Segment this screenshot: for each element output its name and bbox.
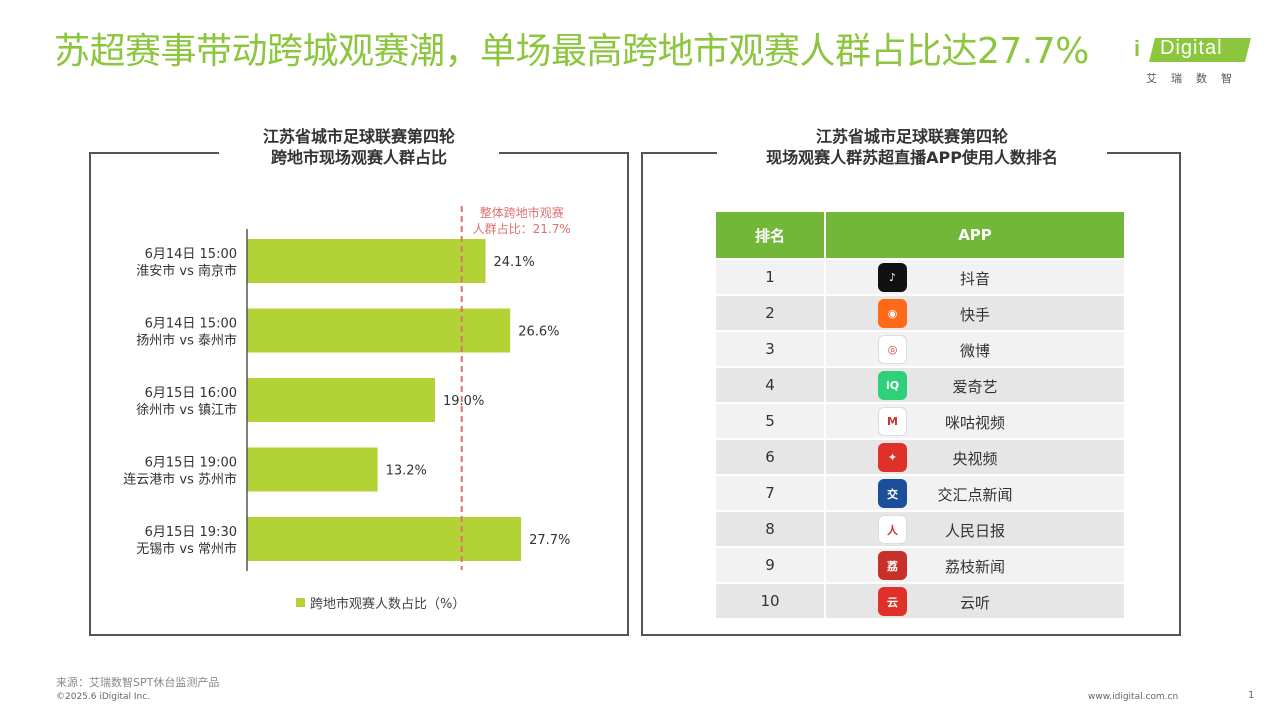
rank-cell: 6 <box>716 440 826 474</box>
table-row: 3 ◎ 微博 <box>716 332 1124 366</box>
app-cell: M 咪咕视频 <box>826 404 1124 438</box>
rank-cell: 5 <box>716 404 826 438</box>
app-cell: iQ 爱奇艺 <box>826 368 1124 402</box>
category-label-time: 6月14日 15:00 <box>145 317 237 332</box>
right-panel-title: 江苏省城市足球联赛第四轮 现场观赛人群苏超直播APP使用人数排名 <box>717 126 1107 168</box>
app-cell: ◎ 微博 <box>826 332 1124 366</box>
table-row: 6 ✦ 央视频 <box>716 440 1124 474</box>
app-name: 抖音 <box>959 270 990 288</box>
table-row: 4 iQ 爱奇艺 <box>716 368 1124 402</box>
bar <box>247 378 435 422</box>
copyright: ©2025.6 iDigital Inc. <box>56 692 151 702</box>
source-note: 来源：艾瑞数智SPT休台监测产品 <box>56 676 220 689</box>
table-row: 2 ◉ 快手 <box>716 296 1124 330</box>
left-panel: 江苏省城市足球联赛第四轮 跨地市现场观赛人群占比 <box>89 126 629 636</box>
app-table-body: 1 ♪ 抖音 2 ◉ 快手 3 ◎ 微博 4 iQ 爱奇艺 5 M 咪咕视频 6 ✦ 央视频 7 交 交汇点新闻 8 人 人民… <box>716 260 1124 618</box>
app-cell: ♪ 抖音 <box>826 260 1124 294</box>
left-panel-title-line1: 江苏省城市足球联赛第四轮 <box>262 127 455 146</box>
reference-label-line2: 人群占比：21.7% <box>473 221 571 236</box>
app-name: 云听 <box>959 594 990 612</box>
website-link: www.idigital.com.cn <box>1088 692 1179 702</box>
app-cell: ◉ 快手 <box>826 296 1124 330</box>
rank-cell: 1 <box>716 260 826 294</box>
app-name: 爱奇艺 <box>952 378 998 396</box>
table-row: 9 荔 荔枝新闻 <box>716 548 1124 582</box>
data-label: 27.7% <box>529 533 570 548</box>
left-panel-title: 江苏省城市足球联赛第四轮 跨地市现场观赛人群占比 <box>219 126 499 168</box>
app-cell: 人 人民日报 <box>826 512 1124 546</box>
app-cell: 荔 荔枝新闻 <box>826 548 1124 582</box>
app-name: 人民日报 <box>944 522 1005 540</box>
app-ranking-table: 排名 APP 1 ♪ 抖音 2 ◉ 快手 3 ◎ 微博 4 iQ 爱奇艺 5 M 咪咕视频 6 ✦ 央视频 7 交 交汇… <box>716 212 1124 618</box>
bar <box>247 239 486 283</box>
rank-cell: 4 <box>716 368 826 402</box>
bar <box>247 308 511 353</box>
yangshipin-icon: ✦ <box>878 443 907 472</box>
left-panel-title-line2: 跨地市现场观赛人群占比 <box>270 148 447 167</box>
legend-label: 跨地市观赛人数占比（%） <box>310 597 466 612</box>
rank-cell: 7 <box>716 476 826 510</box>
yunting-icon: 云 <box>878 587 907 616</box>
right-panel-title-line1: 江苏省城市足球联赛第四轮 <box>815 127 1008 146</box>
logo-mark: i Digital <box>1130 34 1251 62</box>
app-cell: 交 交汇点新闻 <box>826 476 1124 510</box>
page-title: 苏超赛事带动跨城观赛潮，单场最高跨地市观赛人群占比达27.7% <box>54 31 1089 72</box>
bar <box>247 447 378 492</box>
data-label: 19.0% <box>443 394 484 409</box>
app-table-header: 排名 APP <box>716 212 1124 258</box>
douyin-icon: ♪ <box>878 263 907 292</box>
category-label-match: 连云港市 vs 苏州市 <box>123 472 237 488</box>
category-label-time: 6月15日 19:30 <box>145 525 237 540</box>
weibo-icon: ◎ <box>878 335 907 364</box>
jiaohuidian-icon: 交 <box>878 479 907 508</box>
table-row: 5 M 咪咕视频 <box>716 404 1124 438</box>
app-name: 荔枝新闻 <box>944 558 1005 576</box>
category-label-time: 6月14日 15:00 <box>145 247 237 262</box>
kuaishou-icon: ◉ <box>878 299 907 328</box>
right-panel-title-line2: 现场观赛人群苏超直播APP使用人数排名 <box>766 148 1058 167</box>
renmin-icon: 人 <box>878 515 907 544</box>
category-label-match: 扬州市 vs 泰州市 <box>136 333 237 349</box>
logo-text: Digital <box>1160 37 1223 59</box>
table-row: 7 交 交汇点新闻 <box>716 476 1124 510</box>
app-name: 交汇点新闻 <box>937 486 1013 504</box>
bar <box>247 517 522 561</box>
header-rank: 排名 <box>716 212 826 258</box>
data-label: 13.2% <box>386 464 427 479</box>
rank-cell: 2 <box>716 296 826 330</box>
data-label: 26.6% <box>518 325 559 340</box>
idigital-logo: i Digital 艾瑞数智 <box>1130 30 1260 86</box>
table-row: 10 云 云听 <box>716 584 1124 618</box>
migu-icon: M <box>878 407 907 436</box>
app-name: 咪咕视频 <box>944 414 1005 432</box>
lizhi-icon: 荔 <box>878 551 907 580</box>
header-app: APP <box>958 226 992 244</box>
right-panel: 江苏省城市足球联赛第四轮 现场观赛人群苏超直播APP使用人数排名 <box>641 126 1181 636</box>
category-label-time: 6月15日 19:00 <box>145 456 237 471</box>
legend-swatch <box>296 598 305 607</box>
app-name: 快手 <box>959 306 990 324</box>
data-label: 24.1% <box>493 255 534 270</box>
category-label-match: 无锡市 vs 常州市 <box>136 541 237 557</box>
category-label-match: 徐州市 vs 镇江市 <box>136 402 237 418</box>
app-cell: 云 云听 <box>826 584 1124 618</box>
logo-i: i <box>1134 36 1141 61</box>
logo-subtitle: 艾瑞数智 <box>1146 72 1246 85</box>
rank-cell: 8 <box>716 512 826 546</box>
chart-legend: 跨地市观赛人数占比（%） <box>296 593 465 612</box>
app-cell: ✦ 央视频 <box>826 440 1124 474</box>
reference-label-line1: 整体跨地市观赛 <box>480 205 564 220</box>
table-row: 8 人 人民日报 <box>716 512 1124 546</box>
rank-cell: 3 <box>716 332 826 366</box>
category-label-time: 6月15日 16:00 <box>145 386 237 401</box>
app-name: 央视频 <box>952 450 998 468</box>
table-row: 1 ♪ 抖音 <box>716 260 1124 294</box>
rank-cell: 10 <box>716 584 826 618</box>
page-number: 1 <box>1248 690 1255 701</box>
rank-cell: 9 <box>716 548 826 582</box>
category-label-match: 淮安市 vs 南京市 <box>136 263 237 279</box>
iqiyi-icon: iQ <box>878 371 907 400</box>
app-name: 微博 <box>959 342 990 360</box>
